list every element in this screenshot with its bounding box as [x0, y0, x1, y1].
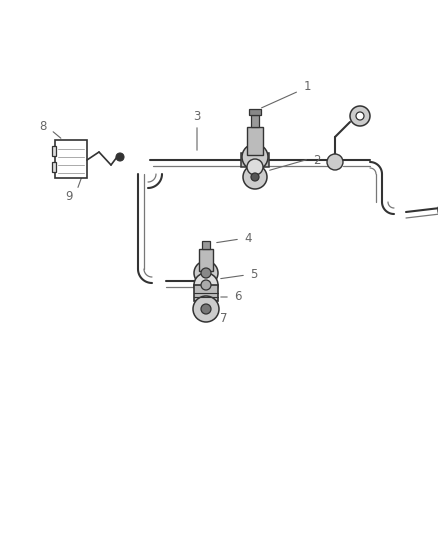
Circle shape: [356, 112, 364, 120]
Circle shape: [251, 173, 259, 181]
Bar: [199, 249, 213, 271]
Circle shape: [193, 296, 219, 322]
Circle shape: [243, 165, 267, 189]
Bar: [241, 153, 269, 167]
Bar: [52, 146, 56, 156]
Circle shape: [116, 153, 124, 161]
Text: 5: 5: [250, 269, 258, 281]
Bar: [194, 285, 218, 301]
Bar: [52, 162, 56, 172]
Bar: [249, 109, 261, 115]
Circle shape: [350, 106, 370, 126]
Circle shape: [201, 304, 211, 314]
Circle shape: [201, 268, 211, 278]
Bar: [251, 115, 259, 127]
Circle shape: [194, 261, 218, 285]
Bar: [247, 127, 263, 155]
Bar: [202, 241, 210, 249]
Text: 6: 6: [234, 290, 242, 303]
Text: 9: 9: [65, 190, 73, 203]
Circle shape: [194, 273, 218, 297]
Circle shape: [201, 280, 211, 290]
Text: 2: 2: [313, 155, 321, 167]
Text: 3: 3: [193, 110, 201, 124]
Text: 4: 4: [244, 232, 252, 246]
Circle shape: [247, 159, 263, 175]
Text: 7: 7: [220, 312, 228, 326]
Text: 1: 1: [303, 80, 311, 93]
Circle shape: [242, 144, 268, 170]
Text: 8: 8: [39, 119, 47, 133]
Circle shape: [327, 154, 343, 170]
Bar: [55, 140, 87, 178]
